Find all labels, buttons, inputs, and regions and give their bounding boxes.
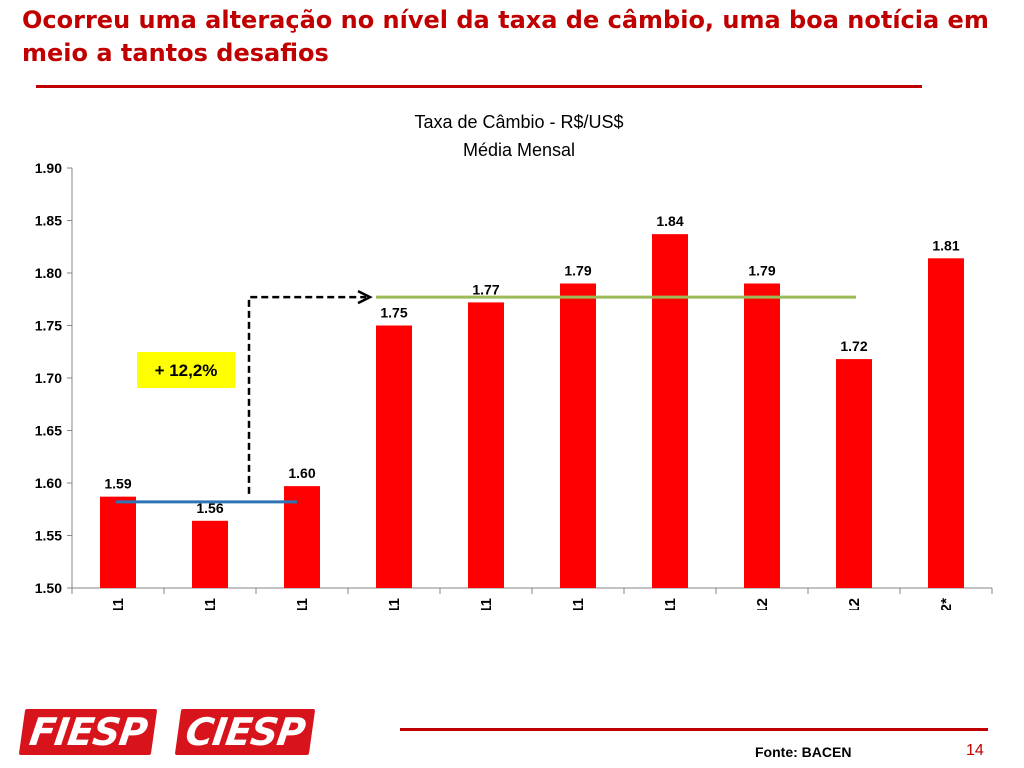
y-tick-label: 1.60: [35, 475, 62, 491]
data-labels: 1.59 1.56 1.60 1.75 1.77 1.79 1.84 1.79 1.72 1.81: [104, 213, 959, 516]
bar: [376, 325, 412, 588]
bar: [192, 520, 228, 588]
y-tick-label: 1.75: [35, 318, 62, 334]
chart-annotations: + 12,2%: [116, 290, 856, 504]
data-label: 1.79: [564, 263, 591, 279]
chart-axes: 1.50 1.55 1.60 1.65 1.70 1.75 1.80 1.85 1.90 jun/…: [35, 160, 993, 610]
x-tick-label: dez/11: [662, 598, 679, 610]
source-note: Fonte: BACEN: [755, 744, 852, 760]
bar: [928, 258, 964, 588]
data-label: 1.60: [288, 465, 315, 481]
change-callout-box: [137, 352, 235, 388]
y-tick-label: 1.80: [35, 265, 62, 281]
bar: [652, 234, 688, 588]
x-tick-label: nov/11: [570, 598, 587, 610]
fiesp-logo: FIESP: [14, 709, 162, 755]
data-label: 1.81: [932, 237, 959, 253]
ciesp-logo-text: CIESP: [182, 710, 308, 754]
bar: [560, 283, 596, 588]
data-label: 1.77: [472, 281, 499, 297]
data-label: 1.56: [196, 500, 223, 516]
title-divider: [36, 85, 922, 88]
bar: [744, 283, 780, 588]
x-tick-label: jun/11: [110, 598, 127, 610]
x-tick-label: out/11: [478, 598, 495, 610]
fiesp-logo-text: FIESP: [26, 710, 150, 754]
bar-series: [100, 234, 964, 588]
x-tick-label: jul/11: [202, 598, 219, 610]
y-tick-label: 1.50: [35, 580, 62, 596]
y-tick-label: 1.70: [35, 370, 62, 386]
data-label: 1.59: [104, 476, 131, 492]
data-label: 1.72: [840, 338, 867, 354]
bar: [100, 496, 136, 588]
y-tick-label: 1.85: [35, 213, 62, 229]
bar: [836, 359, 872, 588]
data-label: 1.79: [748, 263, 775, 279]
x-tick-label: 14/3/2012*: [938, 598, 955, 610]
exchange-rate-chart: Taxa de Câmbio - R$/US$ Média Mensal 1.5…: [35, 112, 993, 610]
chart-title: Taxa de Câmbio - R$/US$: [414, 112, 623, 132]
arrow-head: [357, 290, 373, 305]
ciesp-logo: CIESP: [170, 709, 320, 755]
change-callout-label: + 12,2%: [155, 361, 218, 380]
y-tick-label: 1.65: [35, 423, 62, 439]
footer-divider: [400, 728, 988, 731]
data-label: 1.84: [656, 213, 683, 229]
data-label: 1.75: [380, 305, 407, 321]
page-number: 14: [966, 742, 984, 759]
x-tick-label: fev/12: [846, 598, 863, 610]
chart-subtitle: Média Mensal: [463, 140, 575, 160]
slide-title: Ocorreu uma alteração no nível da taxa d…: [22, 6, 989, 67]
y-tick-label: 1.90: [35, 160, 62, 176]
x-tick-label: jan/12: [754, 598, 771, 610]
bar: [468, 302, 504, 588]
y-tick-label: 1.55: [35, 528, 62, 544]
x-tick-label: ago/11: [294, 598, 311, 610]
x-tick-label: set/11: [386, 598, 403, 610]
